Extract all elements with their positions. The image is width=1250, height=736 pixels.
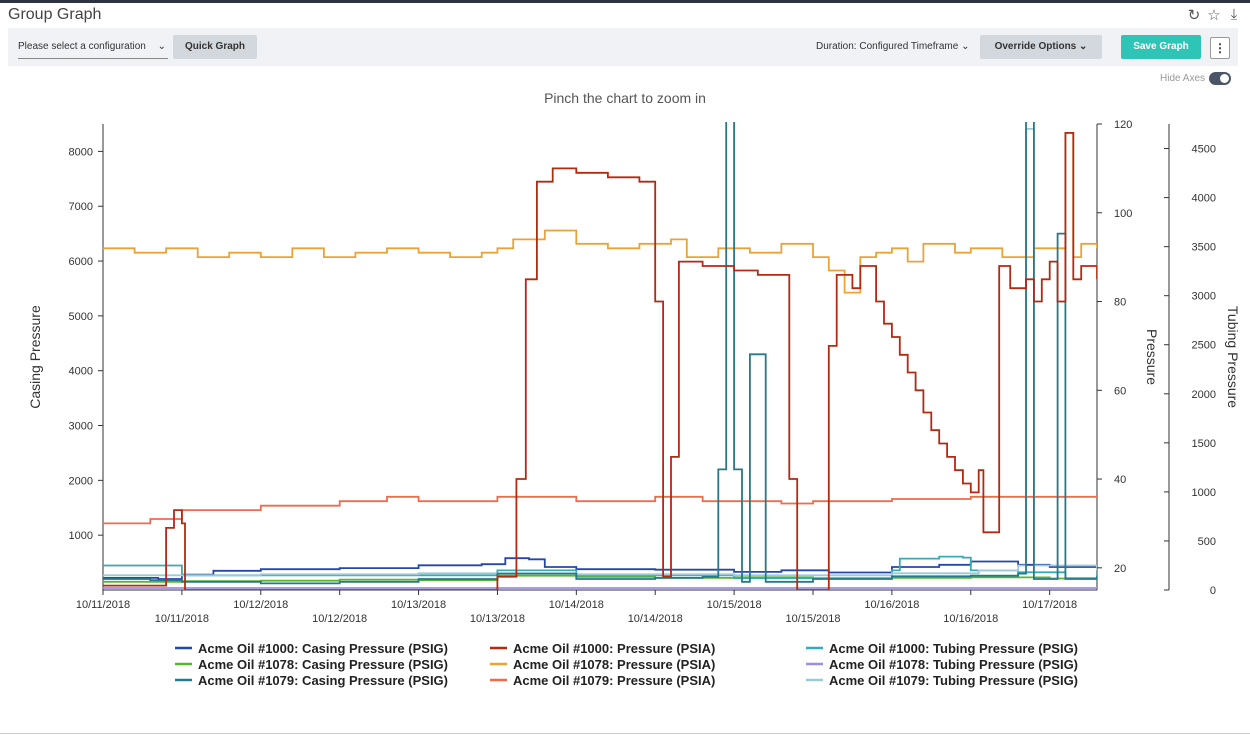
save-graph-button[interactable]: Save Graph — [1121, 35, 1201, 59]
download-icon[interactable]: ⤓ — [1230, 6, 1238, 23]
override-options-label: Override Options — [994, 41, 1077, 52]
pressure-tick-label: 120 — [1114, 119, 1132, 131]
tubing-tick-label: 1000 — [1192, 487, 1216, 499]
legend-item-label: Acme Oil #1078: Casing Pressure (PSIG) — [198, 657, 448, 672]
chevron-down-icon: ⌄ — [157, 41, 166, 52]
tubing-tick-label: 3500 — [1192, 242, 1216, 254]
chevron-down-icon: ⌄ — [961, 41, 970, 52]
x-tick-label: 10/12/2018 — [233, 599, 288, 611]
override-options-button[interactable]: Override Options ⌄ — [980, 35, 1102, 59]
tubing-tick-label: 2000 — [1192, 389, 1216, 401]
x-tick-label: 10/15/2018 — [785, 613, 840, 625]
series-line — [103, 132, 1097, 590]
kebab-menu-icon[interactable]: ⋮ — [1210, 37, 1230, 59]
left-tick-label: 8000 — [69, 146, 93, 158]
left-axis-title: Casing Pressure — [27, 305, 43, 409]
duration-label: Duration: Configured Timeframe — [816, 41, 959, 52]
x-tick-label: 10/14/2018 — [628, 613, 683, 625]
pressure-tick-label: 100 — [1114, 208, 1132, 220]
legend-item-label: Acme Oil #1079: Tubing Pressure (PSIG) — [829, 673, 1078, 688]
left-tick-label: 6000 — [69, 256, 93, 268]
pressure-tick-label: 60 — [1114, 385, 1126, 397]
series-line — [103, 495, 1097, 525]
page-title: Group Graph — [8, 6, 102, 23]
hide-axes-toggle[interactable] — [1209, 72, 1231, 85]
configuration-select-label: Please select a configuration — [18, 41, 146, 52]
x-tick-label: 10/13/2018 — [391, 599, 446, 611]
left-tick-label: 7000 — [69, 201, 93, 213]
tubing-tick-label: 2500 — [1192, 340, 1216, 352]
bottom-border — [0, 733, 1250, 734]
x-tick-label: 10/17/2018 — [1022, 599, 1077, 611]
legend-item-label: Acme Oil #1078: Tubing Pressure (PSIG) — [829, 657, 1078, 672]
tubing-tick-label: 4500 — [1192, 144, 1216, 156]
chevron-down-icon: ⌄ — [1079, 41, 1088, 52]
tubing-tick-label: 4000 — [1192, 193, 1216, 205]
legend-item-label: Acme Oil #1079: Pressure (PSIA) — [513, 673, 715, 688]
series-line — [103, 122, 1097, 585]
left-tick-label: 1000 — [69, 530, 93, 542]
toggle-knob — [1220, 74, 1229, 83]
tubing-tick-label: 0 — [1210, 585, 1216, 597]
pressure-tick-label: 80 — [1114, 297, 1126, 309]
legend-item-label: Acme Oil #1000: Casing Pressure (PSIG) — [198, 641, 448, 656]
refresh-icon[interactable]: ↻ — [1187, 7, 1201, 24]
top-border — [0, 0, 1250, 3]
pressure-tick-label: 20 — [1114, 563, 1126, 575]
chart-zoom-hint: Pinch the chart to zoom in — [544, 90, 706, 106]
title-bar: Group Graph ↻ ☆ ⤓ — [0, 3, 1250, 27]
toolbar: Please select a configuration ⌄ Quick Gr… — [8, 28, 1238, 66]
tubing-tick-label: 3000 — [1192, 291, 1216, 303]
tubing-axis-title: Tubing Pressure — [1225, 306, 1241, 408]
left-tick-label: 4000 — [69, 366, 93, 378]
series-line — [103, 128, 1097, 577]
x-tick-label: 10/16/2018 — [943, 613, 998, 625]
x-tick-label: 10/11/2018 — [155, 613, 209, 625]
pressure-axis-title: Pressure — [1144, 329, 1160, 385]
duration-dropdown[interactable]: Duration: Configured Timeframe ⌄ — [816, 41, 969, 52]
left-tick-label: 3000 — [69, 421, 93, 433]
x-tick-label: 10/13/2018 — [470, 613, 525, 625]
legend-item-label: Acme Oil #1079: Casing Pressure (PSIG) — [198, 673, 448, 688]
x-tick-label: 10/12/2018 — [312, 613, 367, 625]
pressure-tick-label: 40 — [1114, 474, 1126, 486]
left-tick-label: 2000 — [69, 475, 93, 487]
title-icons: ↻ ☆ ⤓ — [1186, 6, 1242, 24]
quick-graph-button[interactable]: Quick Graph — [173, 35, 257, 59]
x-tick-label: 10/11/2018 — [76, 599, 130, 611]
x-tick-label: 10/15/2018 — [707, 599, 762, 611]
legend-item-label: Acme Oil #1078: Pressure (PSIA) — [513, 657, 715, 672]
star-icon[interactable]: ☆ — [1207, 7, 1221, 24]
legend-item-label: Acme Oil #1000: Tubing Pressure (PSIG) — [829, 641, 1078, 656]
hide-axes-label: Hide Axes — [1160, 73, 1206, 84]
series-line — [103, 574, 1097, 583]
configuration-select[interactable]: Please select a configuration ⌄ — [18, 36, 168, 59]
left-tick-label: 5000 — [69, 311, 93, 323]
x-tick-label: 10/14/2018 — [549, 599, 604, 611]
series-line — [103, 132, 1097, 294]
tubing-tick-label: 1500 — [1192, 438, 1216, 450]
tubing-tick-label: 500 — [1198, 536, 1216, 548]
x-tick-label: 10/16/2018 — [864, 599, 919, 611]
legend-item-label: Acme Oil #1000: Pressure (PSIA) — [513, 641, 715, 656]
